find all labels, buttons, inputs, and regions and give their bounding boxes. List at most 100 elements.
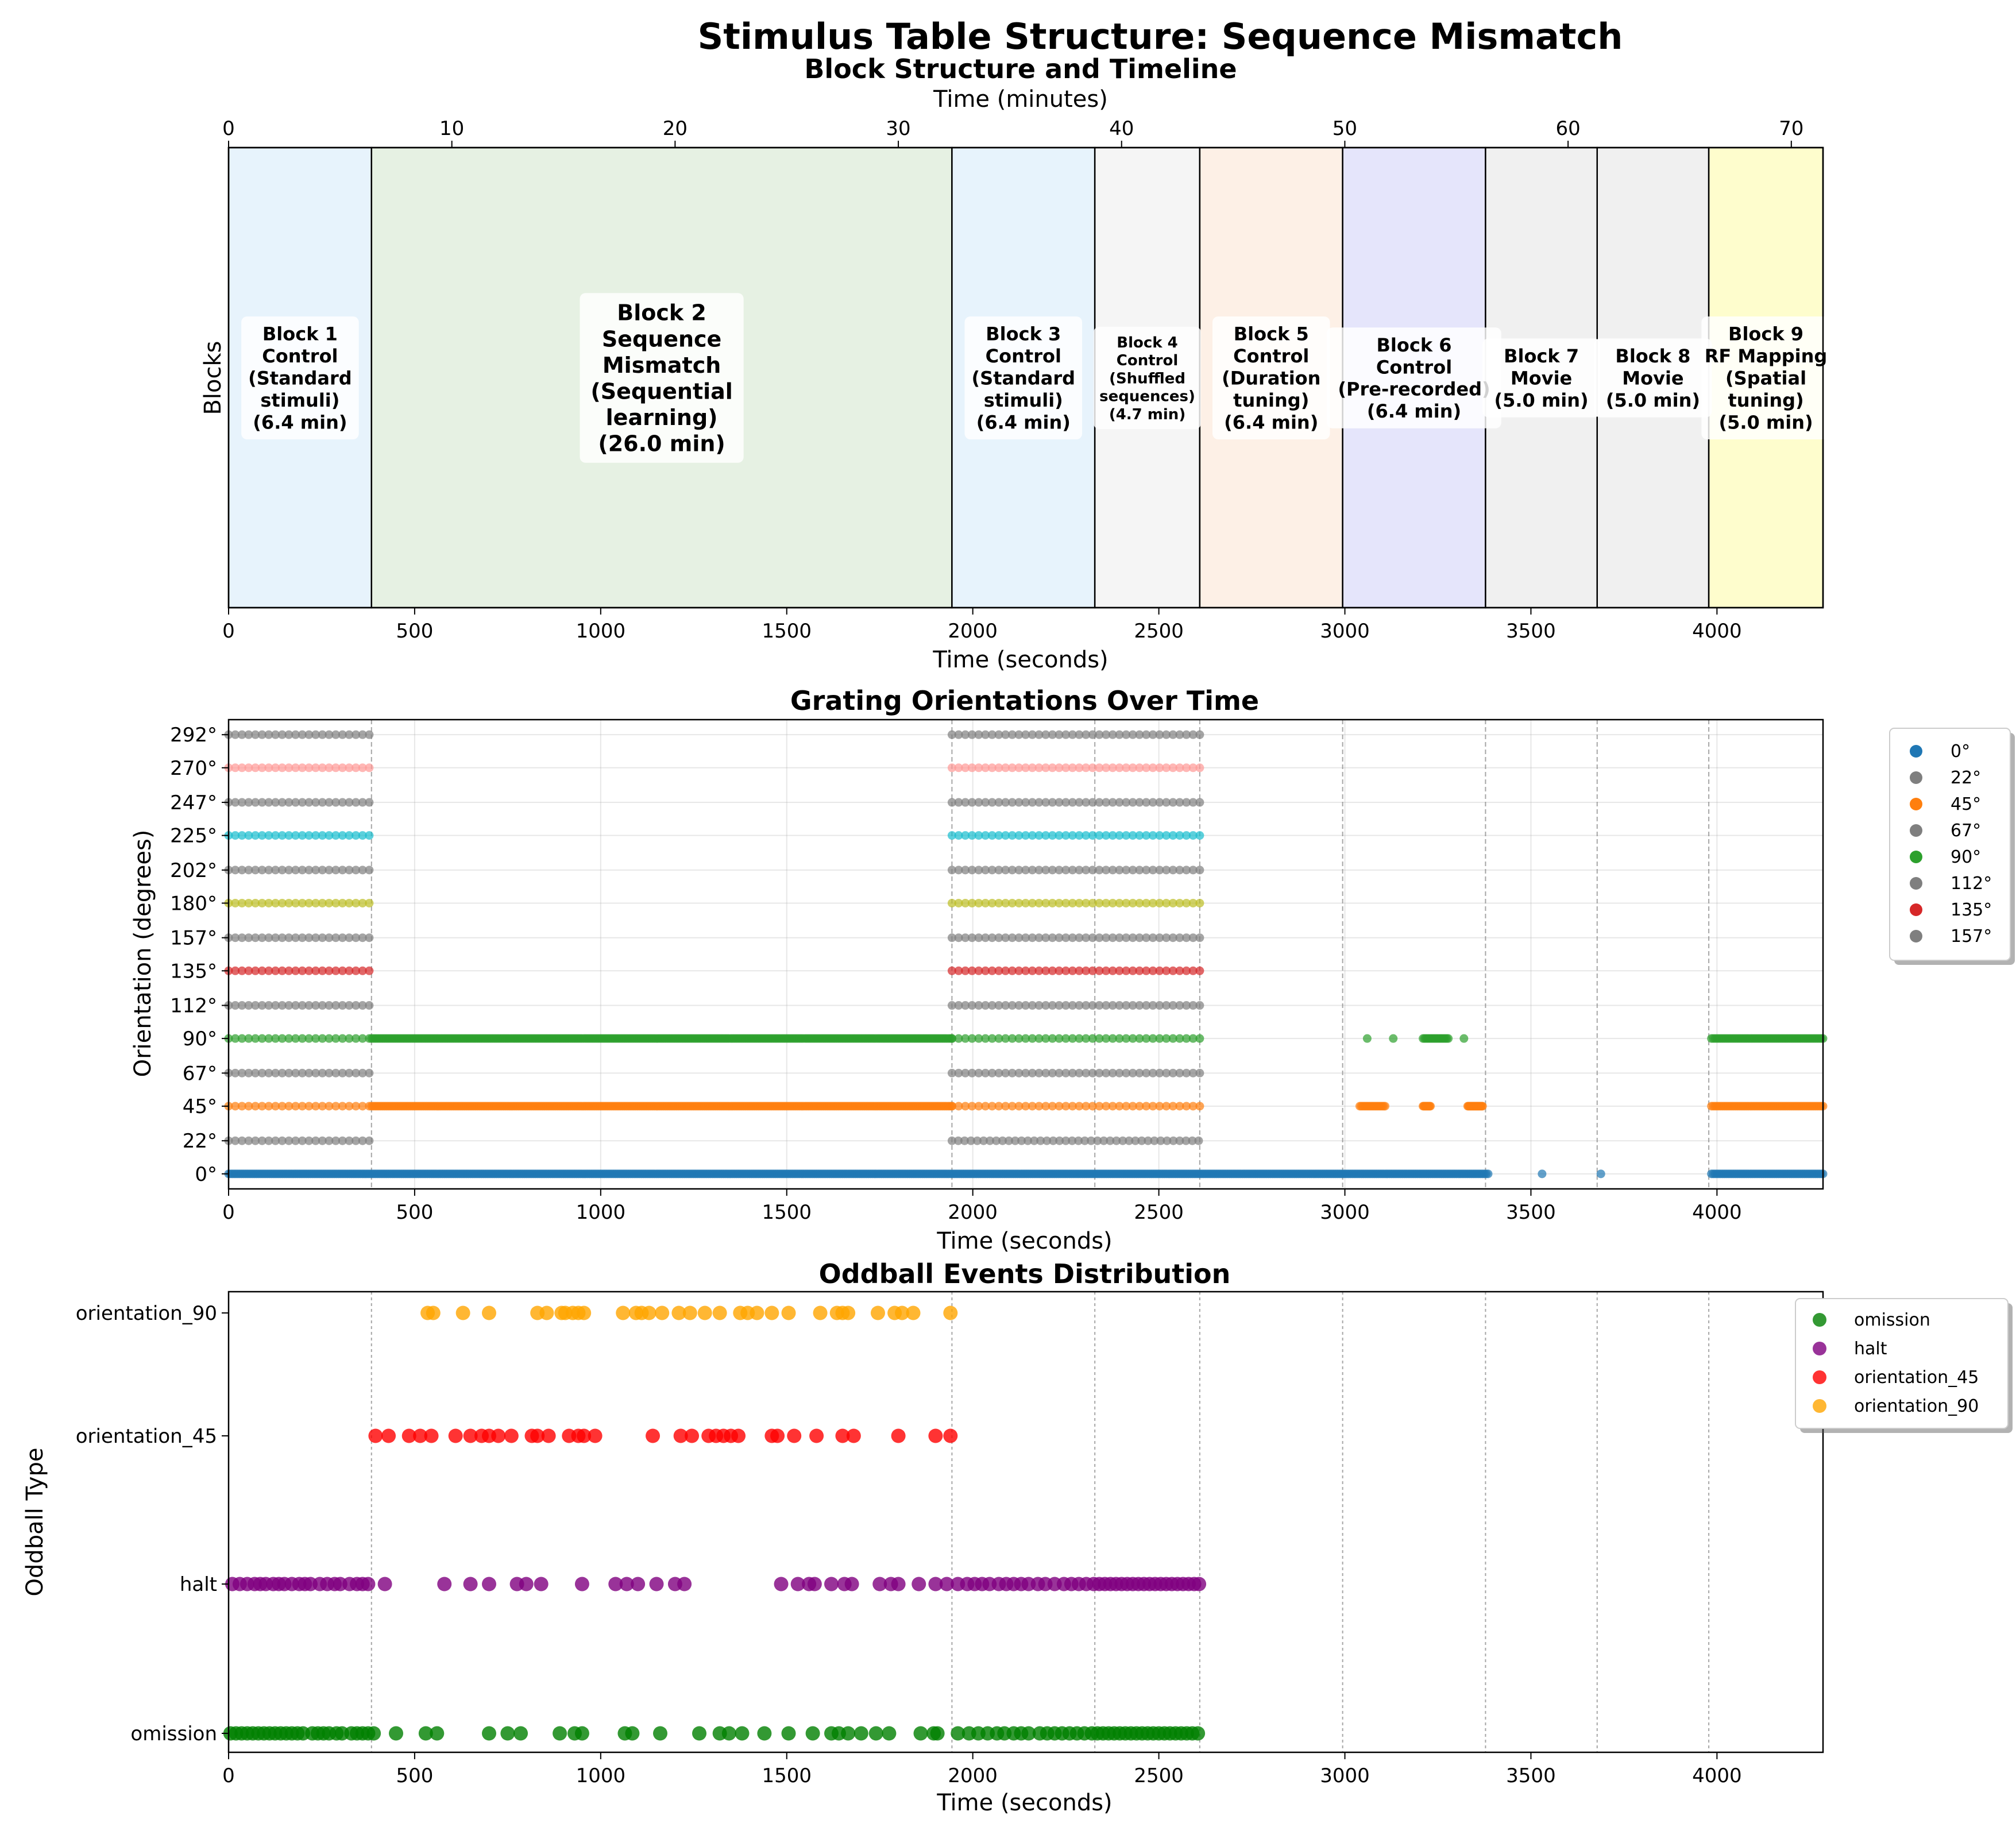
block-timeline-x-label: Time (seconds)	[932, 647, 1108, 673]
orientation-point	[304, 1136, 314, 1145]
oddball-point	[553, 1726, 567, 1741]
orientation-point	[1028, 1068, 1037, 1077]
orientation-point	[1041, 898, 1051, 907]
block-label-box	[580, 293, 744, 463]
orientation-point	[1155, 966, 1164, 975]
legend-label: 157°	[1951, 926, 1992, 947]
orientation-point	[1195, 1034, 1204, 1043]
orientation-point	[264, 966, 273, 975]
block-timeline-x-ticks: 0 500 1000 1500 2000 2500 3000 3500 4000	[222, 608, 1742, 643]
orientation-point	[1135, 933, 1144, 942]
oddball-point	[807, 1577, 822, 1591]
oddball-point	[813, 1305, 828, 1320]
orientation-point	[994, 933, 1003, 942]
orientation-point	[277, 966, 287, 975]
orientation-point	[1088, 1034, 1097, 1043]
x-tick-label: 3500	[1506, 1201, 1556, 1224]
orientation-point	[311, 1001, 320, 1010]
oddball-point	[939, 1577, 954, 1591]
orientation-point	[1128, 798, 1137, 807]
oddball-point	[401, 1428, 416, 1443]
orientation-point	[967, 1001, 976, 1010]
orientation-point	[987, 866, 997, 875]
orientation-point	[1061, 866, 1071, 875]
orientation-point	[277, 1136, 287, 1145]
orientation-point	[352, 831, 361, 840]
orientation-point	[1021, 898, 1030, 907]
orientation-point	[304, 831, 314, 840]
orientation-point	[365, 933, 374, 942]
orientation-point	[974, 798, 983, 807]
orientation-point	[947, 831, 956, 840]
orientation-point	[257, 730, 267, 739]
orientation-point	[1095, 933, 1104, 942]
orientation-point	[1115, 933, 1124, 942]
orientation-point	[352, 763, 361, 772]
orientation-point	[318, 866, 327, 875]
orientation-point	[1007, 966, 1017, 975]
orientation-point	[1095, 763, 1104, 772]
orientation-point	[1182, 1001, 1191, 1010]
orientation-point	[1182, 730, 1191, 739]
orientation-point	[1155, 763, 1164, 772]
orientation-point	[291, 933, 300, 942]
orientation-point	[1014, 898, 1024, 907]
orientation-point	[352, 1034, 361, 1043]
oddball-point	[642, 1305, 656, 1320]
oddball-point	[770, 1428, 785, 1443]
orientation-point	[1135, 1068, 1144, 1077]
orientation-point	[1068, 1068, 1077, 1077]
oddball-point	[951, 1726, 965, 1741]
orientation-point	[987, 730, 997, 739]
orientation-point	[251, 1136, 260, 1145]
orientation-point	[331, 831, 341, 840]
orientation-point	[1088, 933, 1097, 942]
orientation-point	[947, 763, 956, 772]
orientation-point	[1182, 898, 1191, 907]
orientation-point	[264, 763, 273, 772]
orientation-point	[1115, 1034, 1124, 1043]
orientation-point	[284, 1068, 293, 1077]
oddball-point	[481, 1726, 496, 1741]
orientation-point	[1061, 1136, 1071, 1145]
block-label-line: Movie	[1622, 368, 1683, 389]
orientation-point	[264, 730, 273, 739]
orientation-point	[1162, 730, 1171, 739]
orientation-point	[1155, 933, 1164, 942]
orientation-point	[1068, 1001, 1077, 1010]
legend-label: 22°	[1951, 768, 1981, 788]
orientation-point	[1055, 1034, 1064, 1043]
oddball-point	[721, 1726, 736, 1741]
orientation-point	[994, 1102, 1003, 1111]
orientation-point	[298, 1001, 307, 1010]
orientation-point	[974, 966, 983, 975]
orientation-point	[325, 730, 334, 739]
block-label-line: (26.0 min)	[598, 431, 725, 457]
orientation-point	[1195, 933, 1204, 942]
orientation-point	[1014, 1068, 1024, 1077]
orientation-point	[954, 1102, 963, 1111]
legend-frame	[1795, 1298, 2009, 1429]
orientation-point	[1075, 798, 1084, 807]
orientation-point	[231, 798, 240, 807]
orientation-point	[1168, 898, 1177, 907]
oddball-point	[448, 1428, 463, 1443]
oddball-point	[882, 1726, 897, 1741]
oddball-point	[841, 1726, 856, 1741]
oddball-point	[500, 1726, 515, 1741]
orientation-point	[1115, 831, 1124, 840]
orientation-point	[1162, 1102, 1171, 1111]
orientation-point	[1389, 1034, 1398, 1043]
oddball-point	[377, 1577, 392, 1591]
orientation-point	[1041, 1001, 1051, 1010]
orientation-point	[231, 730, 240, 739]
oddball-panel: Oddball Events Distribution 0 500 1000 1500…	[22, 1258, 2013, 1816]
orientation-point	[1128, 898, 1137, 907]
orientation-point	[1175, 1102, 1184, 1111]
orientation-point	[954, 730, 963, 739]
orientation-point	[1162, 898, 1171, 907]
orientation-point	[1034, 831, 1044, 840]
orientation-point	[331, 898, 341, 907]
orientation-point	[331, 730, 341, 739]
